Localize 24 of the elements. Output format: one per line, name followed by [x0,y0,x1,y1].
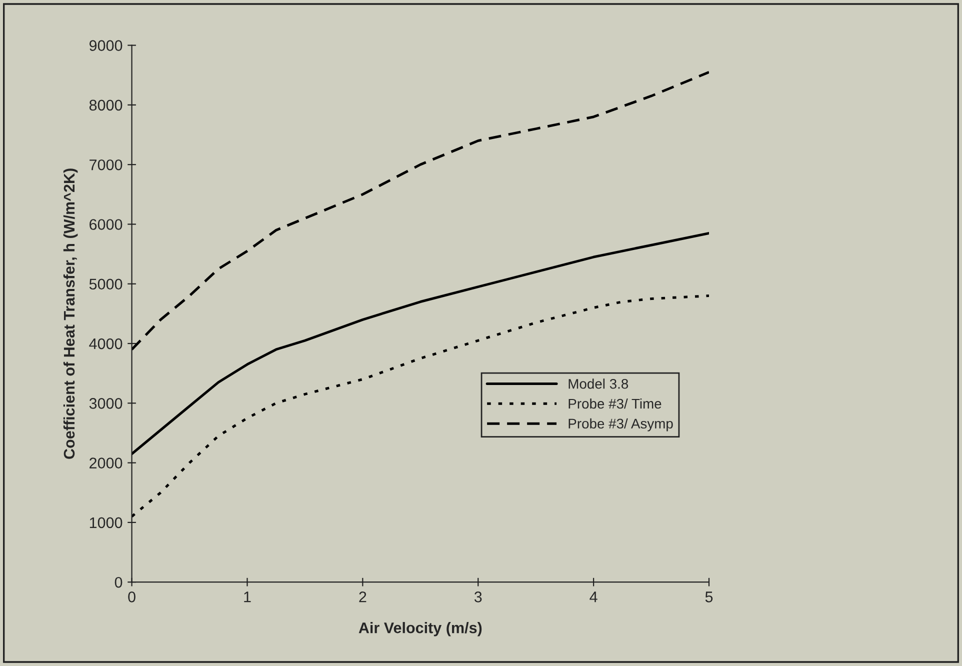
x-tick-label: 5 [705,592,713,602]
line-series [132,294,709,518]
legend-label: Probe #3/ Time [568,398,662,409]
y-tick-label: 6000 [90,219,122,230]
y-tick-label: 2000 [90,458,122,468]
y-tick-label: 7000 [90,159,122,170]
y-tick-label: 8000 [89,100,122,111]
line-series [132,70,709,351]
x-tick-label: 3 [474,592,482,602]
legend-label: Model 3.8 [568,378,628,389]
y-tick-label: 5000 [89,278,122,290]
y-tick-label: 0 [114,576,122,588]
x-tick-label: 4 [590,592,598,602]
x-axis-title: Air Velocity (m/s) [358,622,482,636]
y-tick-label: 3000 [89,398,122,409]
y-tick-label: 1000 [90,517,122,528]
y-tick-label: 4000 [89,338,122,350]
y-tick-label: 9000 [90,40,122,51]
x-tick-label: 2 [359,592,366,602]
line-series [132,232,709,456]
x-tick-label: 1 [244,592,251,602]
legend-label: Probe #3/ Asymp [568,418,673,432]
x-tick-label: 0 [128,592,136,602]
y-axis-title: Coefficient of Heat Transfer, h (W/m^2K) [63,168,78,459]
